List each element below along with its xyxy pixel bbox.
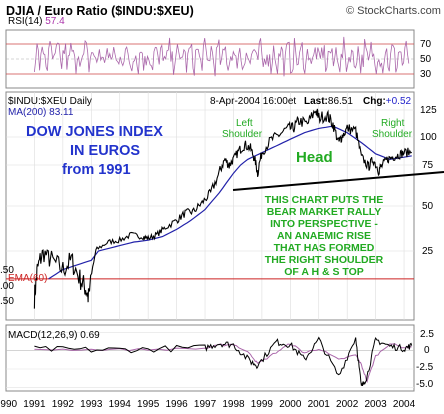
macd-tick-minus-5: -5.0 bbox=[416, 379, 434, 390]
x-tick-label: 1993 bbox=[80, 399, 103, 410]
rsi-tick-50: 50 bbox=[420, 54, 432, 65]
price-tick-75: 75 bbox=[422, 160, 434, 171]
commentary-block: THIS CHART PUTS THE BEAR MARKET RALLY IN… bbox=[265, 194, 384, 278]
x-tick-label: 1991 bbox=[23, 399, 46, 410]
commentary-line-3: INTO PERSPECTIVE - bbox=[270, 218, 378, 230]
commentary-line-6: THE RIGHT SHOULDER bbox=[265, 254, 384, 266]
left-tick-lower: .50 bbox=[0, 296, 14, 307]
price-tick-125: 125 bbox=[420, 105, 437, 116]
ema-label: EMA(60) bbox=[8, 273, 47, 284]
x-tick-label: 2000 bbox=[279, 399, 302, 410]
left-shoulder-label-line2: Shoulder bbox=[222, 129, 263, 140]
left-shoulder-label-line1: Left bbox=[236, 118, 253, 129]
neckline bbox=[232, 171, 444, 191]
x-tick-label: 2003 bbox=[364, 399, 387, 410]
right-shoulder-label-line2: Shoulder bbox=[372, 129, 413, 140]
macd-tick-0: 0 bbox=[424, 345, 430, 356]
chg-label: Chg:+0.52 bbox=[363, 96, 412, 107]
right-shoulder-label-line1: Right bbox=[381, 118, 405, 129]
rsi-line bbox=[34, 36, 410, 77]
commentary-line-2: BEAR MARKET RALLY bbox=[267, 206, 382, 218]
annotation-title-line2: IN EUROS bbox=[70, 143, 140, 159]
x-tick-label: 2004 bbox=[393, 399, 416, 410]
x-tick-label: 1990 bbox=[0, 399, 18, 410]
commentary-line-1: THIS CHART PUTS THE bbox=[265, 194, 383, 206]
commentary-line-4: AN ANAEMIC RISE bbox=[277, 230, 371, 242]
rsi-line-path bbox=[34, 36, 410, 77]
price-tick-50: 50 bbox=[422, 201, 434, 212]
ma200-line bbox=[48, 125, 412, 280]
date-label: 8-Apr-2004 16:00et bbox=[210, 96, 296, 107]
x-tick-label: 1999 bbox=[251, 399, 274, 410]
price-tick-25: 25 bbox=[422, 246, 434, 257]
annotation-title-line1: DOW JONES INDEX bbox=[26, 124, 163, 140]
x-tick-label: 1992 bbox=[52, 399, 75, 410]
rsi-label: RSI(14) 57.4 bbox=[8, 16, 65, 27]
left-tick-middle: .00 bbox=[0, 281, 14, 292]
commentary-line-5: THAT HAS FORMED bbox=[274, 242, 375, 254]
last-label: Last:86.51 bbox=[304, 96, 353, 107]
macd-tick-minus-2-5: -2.5 bbox=[416, 362, 434, 373]
macd-line bbox=[34, 336, 413, 387]
rsi-tick-70: 70 bbox=[420, 39, 432, 50]
macd-tick-2-5: 2.5 bbox=[420, 329, 434, 340]
commentary-line-7: OF A H & S TOP bbox=[284, 266, 364, 278]
symbol-label: $INDU:$XEU Daily bbox=[8, 96, 92, 107]
x-tick-label: 2001 bbox=[308, 399, 331, 410]
rsi-tick-30: 30 bbox=[420, 69, 432, 80]
x-tick-label: 1995 bbox=[137, 399, 160, 410]
macd-label: MACD(12,26,9) 0.69 bbox=[8, 330, 100, 341]
ma-label: MA(200) 83.11 bbox=[8, 107, 74, 118]
x-tick-label: 1994 bbox=[109, 399, 132, 410]
price-line bbox=[33, 108, 413, 309]
x-tick-label: 1997 bbox=[194, 399, 217, 410]
price-horizontal-grid bbox=[6, 109, 414, 252]
x-tick-label: 1996 bbox=[165, 399, 188, 410]
annotation-title-line3: from 1991 bbox=[62, 162, 131, 178]
head-label: Head bbox=[296, 149, 333, 166]
copyright-label: © StockCharts.com bbox=[346, 5, 441, 17]
x-tick-label: 1998 bbox=[222, 399, 245, 410]
x-axis-labels: 1990 1991 1992 1993 1994 1995 1996 1997 1998 1999… bbox=[0, 399, 416, 410]
x-tick-label: 2002 bbox=[336, 399, 359, 410]
price-tick-100: 100 bbox=[420, 132, 437, 143]
chart-title: DJIA / Euro Ratio ($INDU:$XEU) bbox=[6, 4, 194, 18]
left-tick-upper: .50 bbox=[0, 265, 14, 276]
